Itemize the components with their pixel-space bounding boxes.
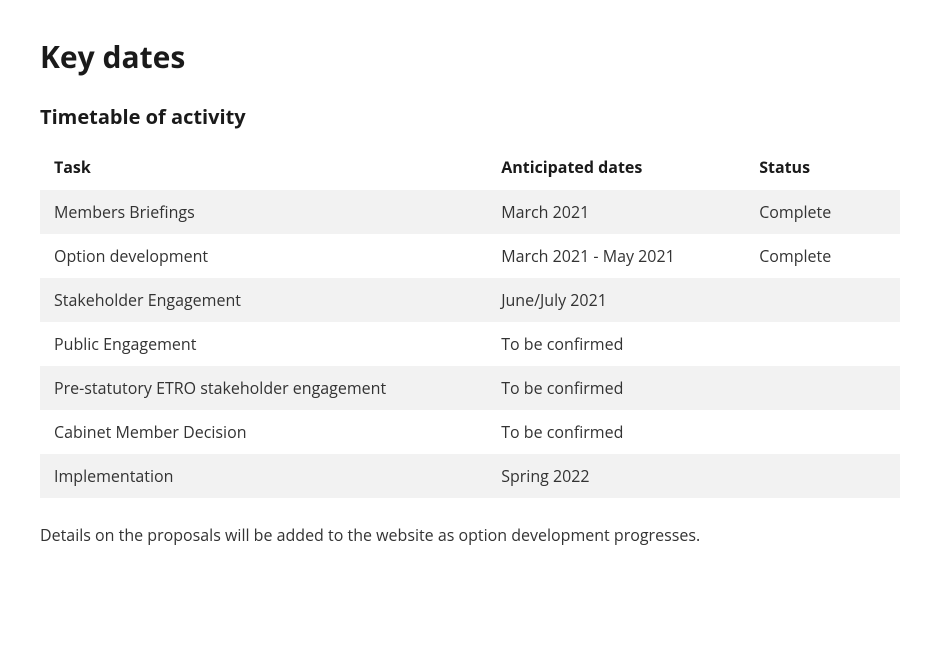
table-row: Public Engagement To be confirmed xyxy=(40,322,900,366)
cell-task: Cabinet Member Decision xyxy=(40,410,487,454)
table-row: Pre-statutory ETRO stakeholder engagemen… xyxy=(40,366,900,410)
table-row: Implementation Spring 2022 xyxy=(40,454,900,498)
timetable-table: Task Anticipated dates Status Members Br… xyxy=(40,144,900,498)
col-header-status: Status xyxy=(745,144,900,190)
cell-status: Complete xyxy=(745,234,900,278)
page-title: Key dates xyxy=(40,36,900,77)
cell-status xyxy=(745,366,900,410)
table-row: Members Briefings March 2021 Complete xyxy=(40,190,900,234)
cell-dates: To be confirmed xyxy=(487,322,745,366)
cell-task: Stakeholder Engagement xyxy=(40,278,487,322)
table-row: Cabinet Member Decision To be confirmed xyxy=(40,410,900,454)
cell-dates: June/July 2021 xyxy=(487,278,745,322)
cell-dates: To be confirmed xyxy=(487,366,745,410)
cell-status xyxy=(745,410,900,454)
cell-dates: March 2021 xyxy=(487,190,745,234)
cell-dates: Spring 2022 xyxy=(487,454,745,498)
cell-task: Members Briefings xyxy=(40,190,487,234)
cell-task: Pre-statutory ETRO stakeholder engagemen… xyxy=(40,366,487,410)
cell-task: Implementation xyxy=(40,454,487,498)
section-subtitle: Timetable of activity xyxy=(40,103,900,130)
cell-task: Option development xyxy=(40,234,487,278)
col-header-dates: Anticipated dates xyxy=(487,144,745,190)
table-header-row: Task Anticipated dates Status xyxy=(40,144,900,190)
table-row: Option development March 2021 - May 2021… xyxy=(40,234,900,278)
col-header-task: Task xyxy=(40,144,487,190)
cell-task: Public Engagement xyxy=(40,322,487,366)
cell-status: Complete xyxy=(745,190,900,234)
cell-status xyxy=(745,322,900,366)
footer-note: Details on the proposals will be added t… xyxy=(40,524,900,546)
table-row: Stakeholder Engagement June/July 2021 xyxy=(40,278,900,322)
cell-status xyxy=(745,278,900,322)
cell-dates: To be confirmed xyxy=(487,410,745,454)
cell-status xyxy=(745,454,900,498)
cell-dates: March 2021 - May 2021 xyxy=(487,234,745,278)
